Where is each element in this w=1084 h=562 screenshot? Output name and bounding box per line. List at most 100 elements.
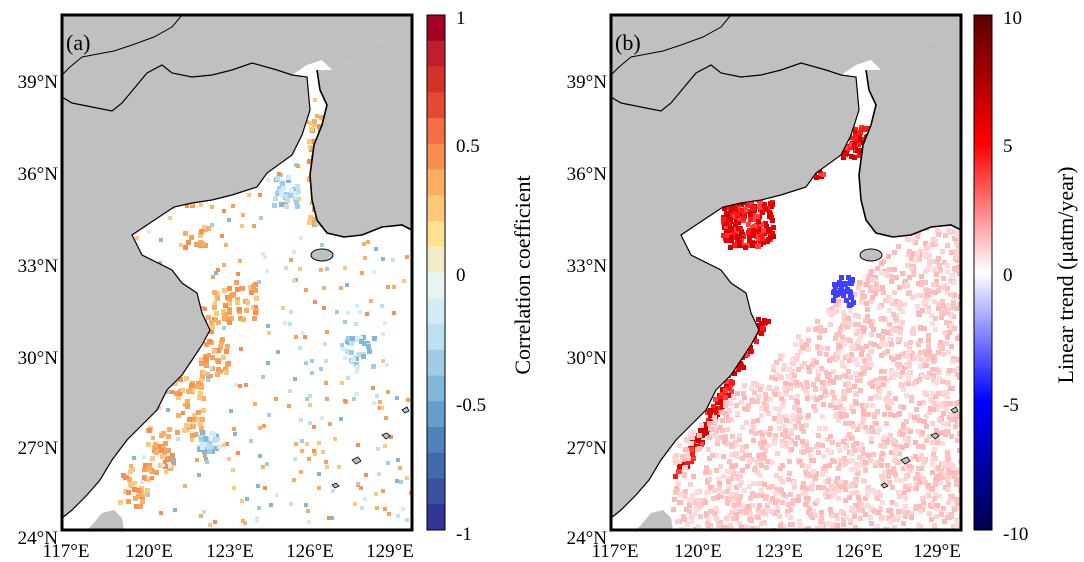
- correlation-cell: [288, 389, 292, 393]
- trend-cell: [751, 228, 756, 233]
- correlation-cell: [355, 370, 359, 374]
- trend-cell: [923, 241, 928, 246]
- trend-cell: [943, 233, 948, 238]
- trend-cell: [896, 337, 901, 342]
- correlation-cell: [358, 310, 362, 314]
- trend-cell: [795, 353, 800, 358]
- trend-cell: [906, 436, 911, 441]
- trend-cell: [909, 395, 914, 400]
- trend-cell: [876, 386, 881, 391]
- trend-cell: [858, 372, 863, 377]
- trend-cell: [865, 492, 870, 497]
- trend-cell: [936, 350, 941, 355]
- correlation-cell: [365, 312, 369, 316]
- trend-cell: [743, 207, 748, 212]
- trend-cell: [848, 308, 853, 313]
- trend-cell: [954, 477, 959, 482]
- trend-cell: [916, 522, 921, 527]
- correlation-cell: [311, 217, 316, 222]
- trend-cell: [853, 371, 858, 376]
- trend-cell: [725, 489, 730, 494]
- trend-cell: [935, 476, 940, 481]
- trend-cell: [853, 483, 858, 488]
- trend-cell: [913, 258, 918, 263]
- correlation-cell: [285, 198, 290, 203]
- trend-cell: [955, 357, 960, 362]
- trend-cell: [889, 450, 894, 455]
- trend-cell: [920, 444, 925, 449]
- trend-cell: [879, 261, 884, 266]
- trend-cell: [873, 291, 878, 296]
- colorbar-a-block: [427, 15, 445, 42]
- trend-cell: [879, 369, 884, 374]
- correlation-cell: [168, 216, 172, 220]
- lat-tick-a: 39°N: [18, 72, 59, 93]
- trend-cell: [934, 404, 939, 409]
- trend-cell: [770, 218, 775, 223]
- trend-cell: [947, 330, 952, 335]
- trend-cell: [762, 318, 767, 323]
- trend-cell: [900, 432, 905, 437]
- trend-cell: [780, 500, 785, 505]
- correlation-cell: [255, 516, 259, 520]
- trend-cell: [806, 327, 811, 332]
- trend-cell: [817, 351, 822, 356]
- trend-cell: [739, 480, 744, 485]
- correlation-cell: [209, 374, 213, 378]
- trend-cell: [935, 407, 940, 412]
- trend-cell: [924, 363, 929, 368]
- trend-cell: [721, 217, 726, 222]
- correlation-cell: [257, 280, 261, 284]
- trend-cell: [891, 357, 896, 362]
- trend-cell: [839, 286, 844, 291]
- trend-cell: [866, 353, 871, 358]
- trend-cell: [916, 354, 921, 359]
- trend-cell: [940, 379, 945, 384]
- correlation-cell: [355, 304, 359, 308]
- trend-cell: [893, 396, 898, 401]
- lat-tick-b: 33°N: [567, 256, 608, 277]
- trend-cell: [729, 206, 734, 211]
- correlation-cell: [190, 438, 194, 442]
- trend-cell: [898, 374, 903, 379]
- trend-cell: [949, 323, 954, 328]
- trend-cell: [840, 291, 845, 296]
- trend-cell: [920, 374, 925, 379]
- trend-cell: [700, 433, 705, 438]
- trend-cell: [841, 155, 846, 160]
- trend-cell: [825, 437, 830, 442]
- trend-cell: [768, 397, 773, 402]
- trend-cell: [804, 442, 809, 447]
- trend-cell: [869, 380, 874, 385]
- trend-cell: [712, 415, 717, 420]
- trend-cell: [794, 383, 799, 388]
- trend-cell: [733, 206, 738, 211]
- trend-cell: [808, 512, 813, 517]
- trend-cell: [921, 400, 926, 405]
- trend-cell: [674, 453, 679, 458]
- correlation-cell: [353, 336, 358, 341]
- trend-cell: [915, 293, 920, 298]
- trend-cell: [698, 514, 703, 519]
- correlation-cell: [307, 220, 312, 225]
- correlation-cell: [203, 243, 208, 248]
- trend-cell: [885, 437, 890, 442]
- correlation-cell: [239, 286, 244, 291]
- trend-cell: [926, 305, 931, 310]
- trend-cell: [913, 506, 918, 511]
- trend-cell: [783, 428, 788, 433]
- trend-cell: [938, 268, 943, 273]
- correlation-cell: [202, 449, 207, 454]
- trend-cell: [866, 126, 871, 131]
- trend-cell: [788, 419, 793, 424]
- trend-cell: [761, 452, 766, 457]
- trend-cell: [739, 229, 744, 234]
- correlation-cell: [162, 450, 167, 455]
- correlation-cell: [133, 496, 138, 501]
- correlation-cell: [345, 339, 350, 344]
- trend-cell: [806, 464, 811, 469]
- trend-cell: [737, 437, 742, 442]
- trend-cell: [842, 320, 847, 325]
- trend-cell: [907, 249, 912, 254]
- correlation-cell: [201, 442, 206, 447]
